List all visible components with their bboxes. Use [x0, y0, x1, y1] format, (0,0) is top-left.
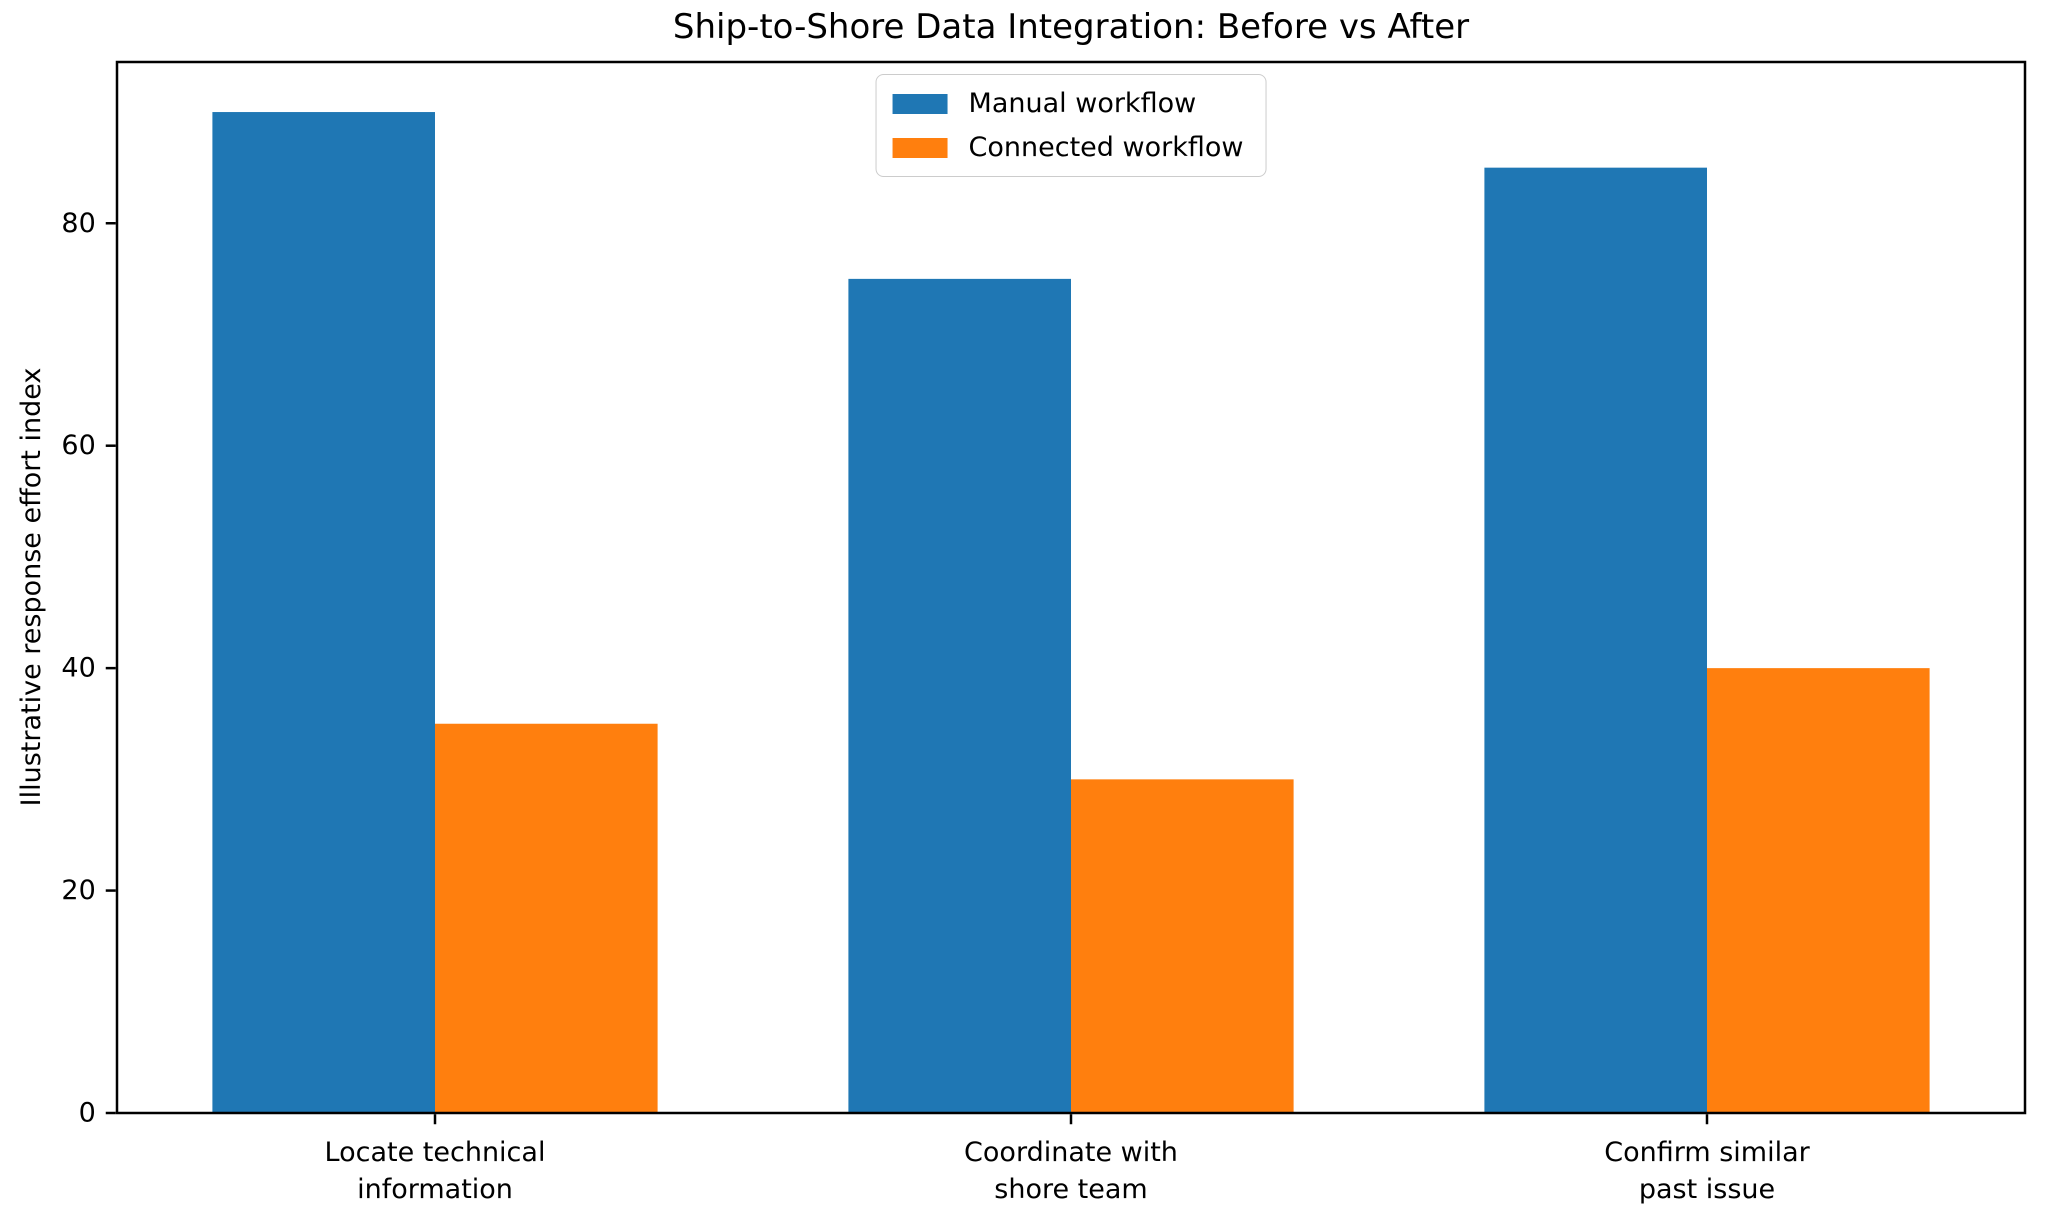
bar-connected-workflow-0 — [435, 723, 658, 1113]
legend-item-manual-workflow: Manual workflow — [892, 88, 1244, 119]
x-tick-label: Locate technical information — [325, 1137, 546, 1205]
x-tick-label: Confirm similar past issue — [1604, 1137, 1810, 1205]
y-tick-label: 20 — [61, 875, 95, 906]
x-tick-label: Coordinate with shore team — [964, 1137, 1178, 1205]
bar-connected-workflow-2 — [1707, 668, 1930, 1113]
bar-manual-workflow-2 — [1484, 167, 1707, 1114]
bar-manual-workflow-0 — [212, 112, 435, 1114]
y-tick-label: 40 — [61, 653, 95, 684]
legend-label: Connected workflow — [968, 131, 1244, 163]
chart-title: Ship-to-Shore Data Integration: Before v… — [672, 7, 1470, 47]
legend: Manual workflow Connected workflow — [875, 74, 1267, 178]
plot-border — [115, 60, 2027, 1115]
y-tick-label: 60 — [61, 430, 95, 461]
bar-connected-workflow-1 — [1071, 779, 1294, 1113]
legend-item-connected-workflow: Connected workflow — [892, 131, 1244, 163]
y-tick-label: 80 — [61, 208, 95, 239]
bar-manual-workflow-1 — [848, 278, 1071, 1113]
y-tick-label: 0 — [79, 1098, 96, 1129]
legend-swatch-connected-workflow-icon — [892, 137, 948, 158]
legend-label: Manual workflow — [968, 88, 1197, 119]
legend-swatch-manual-workflow-icon — [892, 93, 948, 114]
y-axis-label: Illustrative response effort index — [16, 367, 47, 807]
